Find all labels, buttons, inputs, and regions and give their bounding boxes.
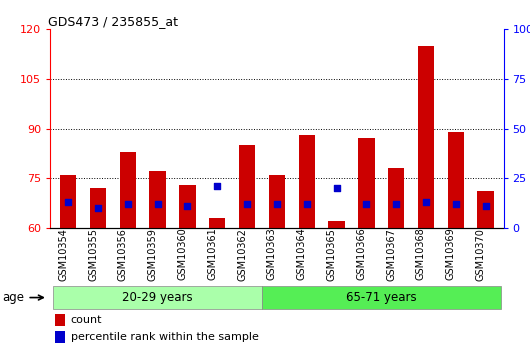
Point bbox=[392, 201, 401, 207]
Text: 20-29 years: 20-29 years bbox=[122, 291, 193, 304]
Bar bbox=[298, 135, 315, 228]
Text: GSM10361: GSM10361 bbox=[207, 228, 217, 280]
Text: GSM10369: GSM10369 bbox=[446, 228, 456, 280]
Point bbox=[332, 185, 341, 191]
Point bbox=[213, 183, 222, 189]
Point bbox=[123, 201, 132, 207]
Text: count: count bbox=[70, 315, 102, 325]
Point bbox=[422, 199, 430, 205]
Bar bbox=[448, 132, 464, 228]
Text: GSM10356: GSM10356 bbox=[118, 228, 128, 280]
Bar bbox=[179, 185, 196, 228]
Bar bbox=[329, 221, 345, 228]
Point bbox=[272, 201, 281, 207]
Text: GSM10370: GSM10370 bbox=[475, 228, 485, 280]
Bar bbox=[55, 331, 65, 343]
Point bbox=[154, 201, 162, 207]
Bar bbox=[60, 175, 76, 228]
Bar bbox=[90, 188, 106, 228]
Text: GSM10365: GSM10365 bbox=[326, 228, 337, 280]
Point bbox=[243, 201, 251, 207]
Bar bbox=[239, 145, 255, 228]
Point bbox=[64, 199, 73, 205]
Text: GSM10367: GSM10367 bbox=[386, 228, 396, 280]
Text: GSM10359: GSM10359 bbox=[148, 228, 158, 280]
Point bbox=[94, 205, 102, 210]
Point bbox=[452, 201, 460, 207]
Text: GSM10363: GSM10363 bbox=[267, 228, 277, 280]
Bar bbox=[269, 175, 285, 228]
Text: 65-71 years: 65-71 years bbox=[346, 291, 417, 304]
Text: GSM10366: GSM10366 bbox=[356, 228, 366, 280]
Text: GSM10368: GSM10368 bbox=[416, 228, 426, 280]
Bar bbox=[149, 171, 166, 228]
Bar bbox=[262, 286, 500, 309]
Bar bbox=[55, 314, 65, 326]
Bar bbox=[478, 191, 494, 228]
Bar bbox=[209, 218, 225, 228]
Text: GSM10360: GSM10360 bbox=[178, 228, 188, 280]
Text: percentile rank within the sample: percentile rank within the sample bbox=[70, 332, 259, 342]
Text: GSM10364: GSM10364 bbox=[297, 228, 307, 280]
Bar bbox=[388, 168, 404, 228]
Bar bbox=[358, 138, 375, 228]
Point bbox=[481, 203, 490, 209]
Text: age: age bbox=[3, 291, 43, 304]
Bar bbox=[54, 286, 262, 309]
Text: GSM10355: GSM10355 bbox=[88, 228, 98, 281]
Bar bbox=[418, 46, 434, 228]
Bar bbox=[120, 152, 136, 228]
Point bbox=[303, 201, 311, 207]
Point bbox=[362, 201, 370, 207]
Text: GSM10354: GSM10354 bbox=[58, 228, 68, 280]
Text: GSM10362: GSM10362 bbox=[237, 228, 247, 280]
Text: GDS473 / 235855_at: GDS473 / 235855_at bbox=[48, 15, 178, 28]
Point bbox=[183, 203, 192, 209]
